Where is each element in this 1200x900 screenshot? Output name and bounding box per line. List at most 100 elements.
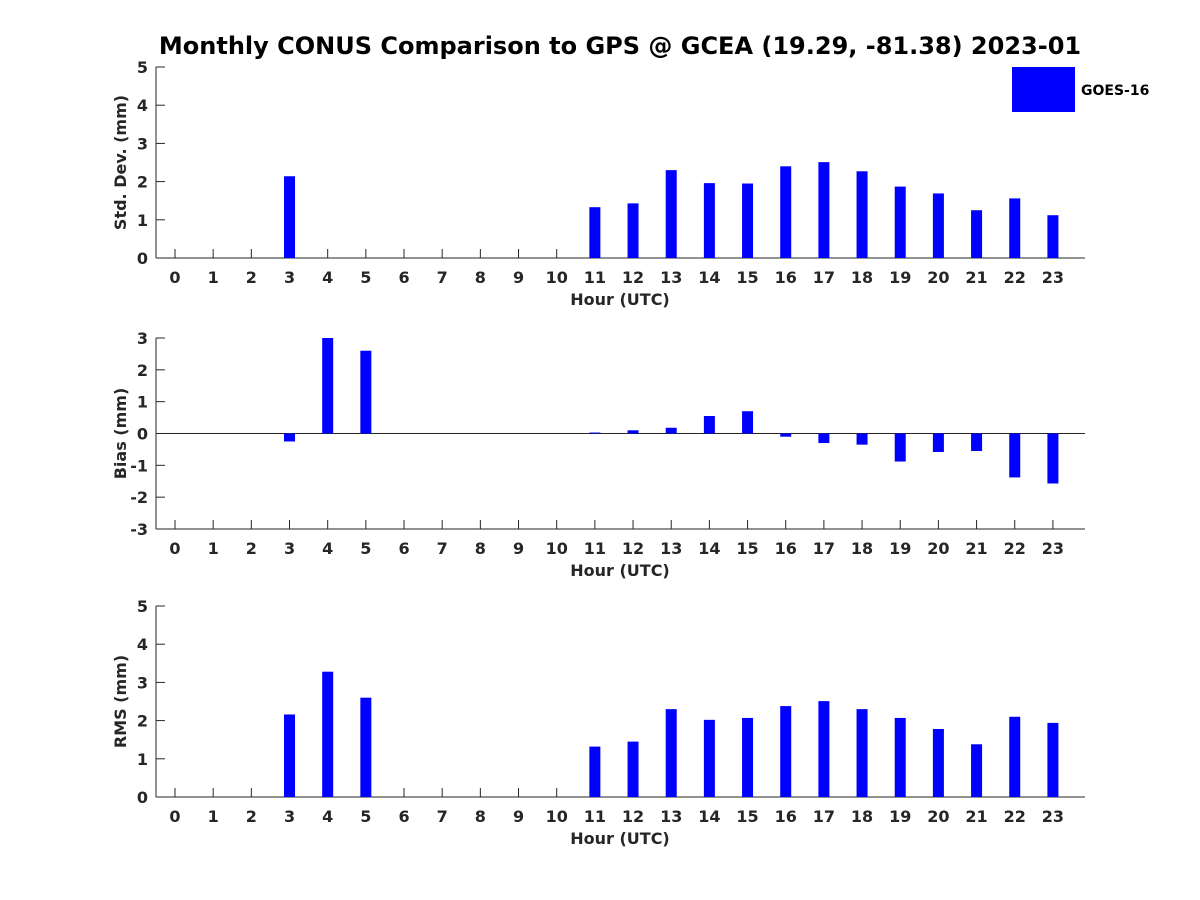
- x-tick-label: 1: [208, 807, 219, 826]
- bar-hour-21: [971, 433, 983, 452]
- x-tick-label: 15: [736, 268, 758, 287]
- y-tick-label: -3: [130, 520, 148, 539]
- y-tick-label: -2: [130, 488, 148, 507]
- chart-title: Monthly CONUS Comparison to GPS @ GCEA (…: [159, 32, 1081, 60]
- y-axis-label: RMS (mm): [111, 655, 130, 748]
- x-tick-label: 11: [584, 268, 606, 287]
- y-tick-label: 0: [137, 425, 148, 444]
- x-tick-label: 0: [169, 539, 180, 558]
- x-tick-label: 7: [437, 268, 448, 287]
- bar-hour-22: [1009, 716, 1021, 797]
- x-tick-label: 4: [322, 268, 333, 287]
- x-tick-label: 22: [1004, 539, 1026, 558]
- x-tick-label: 23: [1042, 539, 1064, 558]
- x-tick-label: 19: [889, 807, 911, 826]
- x-tick-label: 7: [437, 807, 448, 826]
- bar-hour-18: [856, 171, 868, 258]
- x-tick-label: 0: [169, 268, 180, 287]
- x-tick-label: 4: [322, 539, 333, 558]
- x-tick-label: 22: [1004, 807, 1026, 826]
- x-tick-label: 13: [660, 268, 682, 287]
- x-tick-label: 20: [927, 539, 949, 558]
- bar-hour-19: [894, 186, 906, 258]
- x-tick-label: 6: [398, 807, 409, 826]
- y-tick-label: 1: [137, 750, 148, 769]
- x-tick-label: 16: [775, 807, 797, 826]
- x-tick-label: 18: [851, 539, 873, 558]
- x-tick-label: 17: [813, 539, 835, 558]
- bar-hour-14: [703, 183, 715, 258]
- x-tick-label: 8: [475, 268, 486, 287]
- x-axis-label: Hour (UTC): [570, 829, 670, 848]
- y-tick-label: 2: [137, 173, 148, 192]
- y-tick-label: 1: [137, 211, 148, 230]
- bar-hour-3: [284, 714, 296, 797]
- x-tick-label: 10: [546, 539, 568, 558]
- y-tick-label: 5: [137, 597, 148, 616]
- y-tick-label: 3: [137, 134, 148, 153]
- x-tick-label: 14: [698, 539, 720, 558]
- bar-hour-14: [703, 415, 715, 434]
- x-tick-label: 17: [813, 268, 835, 287]
- x-tick-label: 0: [169, 807, 180, 826]
- bar-hour-16: [780, 706, 792, 797]
- y-tick-label: 4: [137, 635, 148, 654]
- x-tick-label: 12: [622, 268, 644, 287]
- x-tick-label: 21: [965, 807, 987, 826]
- x-tick-label: 1: [208, 539, 219, 558]
- x-tick-label: 14: [698, 268, 720, 287]
- x-tick-label: 12: [622, 807, 644, 826]
- y-tick-label: 2: [137, 361, 148, 380]
- bar-hour-23: [1047, 722, 1059, 797]
- x-tick-label: 8: [475, 539, 486, 558]
- bar-hour-15: [742, 183, 754, 258]
- x-axis-label: Hour (UTC): [570, 290, 670, 309]
- bar-hour-5: [360, 697, 372, 797]
- legend-label: GOES-16: [1081, 83, 1149, 99]
- x-tick-label: 20: [927, 268, 949, 287]
- x-axis-label: Hour (UTC): [570, 561, 670, 580]
- bar-hour-5: [360, 350, 372, 434]
- x-tick-label: 9: [513, 268, 524, 287]
- bar-hour-11: [589, 207, 601, 258]
- x-tick-label: 17: [813, 807, 835, 826]
- bar-hour-17: [818, 701, 830, 797]
- x-tick-label: 9: [513, 539, 524, 558]
- y-tick-label: -1: [130, 456, 148, 475]
- bar-hour-21: [971, 210, 983, 258]
- x-tick-label: 23: [1042, 807, 1064, 826]
- y-axis-label: Std. Dev. (mm): [111, 95, 130, 230]
- bar-hour-20: [932, 729, 944, 797]
- x-tick-label: 18: [851, 807, 873, 826]
- y-axis-label: Bias (mm): [111, 388, 130, 480]
- x-tick-label: 21: [965, 539, 987, 558]
- x-tick-label: 11: [584, 539, 606, 558]
- y-tick-label: 5: [137, 58, 148, 77]
- bar-hour-19: [894, 433, 906, 462]
- bar-hour-23: [1047, 433, 1059, 484]
- y-tick-label: 4: [137, 96, 148, 115]
- x-tick-label: 5: [360, 539, 371, 558]
- bar-hour-13: [665, 170, 677, 258]
- bar-hour-22: [1009, 198, 1021, 258]
- bar-hour-13: [665, 709, 677, 797]
- x-tick-label: 4: [322, 807, 333, 826]
- x-tick-label: 19: [889, 539, 911, 558]
- legend-swatch: [1012, 67, 1075, 112]
- x-tick-label: 2: [246, 807, 257, 826]
- bar-hour-12: [627, 741, 639, 797]
- x-tick-label: 15: [736, 807, 758, 826]
- x-tick-label: 10: [546, 807, 568, 826]
- bar-hour-16: [780, 433, 792, 437]
- y-tick-label: 3: [137, 673, 148, 692]
- x-tick-label: 22: [1004, 268, 1026, 287]
- bar-hour-17: [818, 433, 830, 444]
- bar-hour-23: [1047, 215, 1059, 258]
- bar-hour-16: [780, 166, 792, 258]
- x-tick-label: 3: [284, 539, 295, 558]
